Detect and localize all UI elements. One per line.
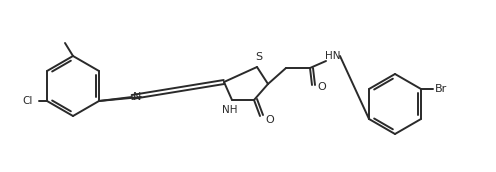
Text: S: S (255, 52, 262, 62)
Text: N: N (133, 92, 141, 102)
Text: Br: Br (435, 84, 447, 94)
Text: O: O (266, 115, 274, 125)
Text: O: O (317, 82, 326, 92)
Text: NH: NH (222, 105, 238, 115)
Text: Cl: Cl (23, 96, 33, 106)
Text: HN: HN (325, 51, 341, 61)
